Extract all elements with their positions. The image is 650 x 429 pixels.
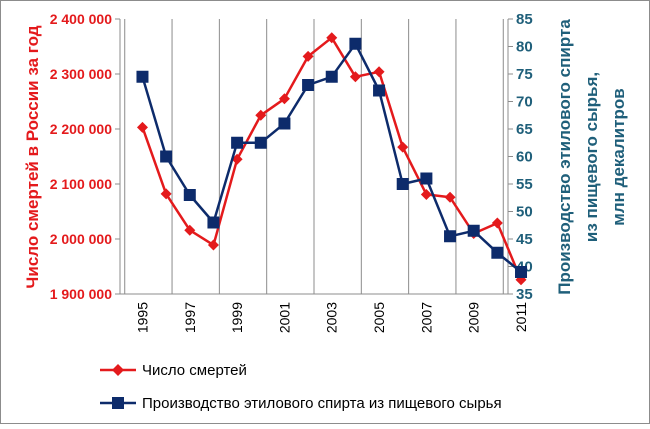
y-right-tick-label: 45 xyxy=(516,231,533,248)
y-left-tick-label: 2 000 000 xyxy=(50,231,112,247)
legend-alcohol-label: Производство этилового спирта из пищевог… xyxy=(142,395,502,412)
data-point-deaths xyxy=(231,153,243,165)
data-point-deaths xyxy=(444,191,456,203)
data-point-alcohol xyxy=(467,224,480,237)
data-point-deaths xyxy=(373,66,385,78)
legend-deaths-label: Число смертей xyxy=(142,362,247,379)
data-point-alcohol xyxy=(207,216,220,229)
data-point-alcohol xyxy=(136,70,149,83)
y-left-tick-label: 2 400 000 xyxy=(50,11,112,27)
x-tick-label: 1997 xyxy=(182,302,198,333)
y-right-tick-label: 85 xyxy=(516,11,533,28)
data-point-alcohol xyxy=(396,178,409,190)
data-point-deaths xyxy=(184,224,196,236)
x-tick-label: 2007 xyxy=(418,302,434,333)
y-right-tick-label: 75 xyxy=(516,66,533,83)
y-right-tick-label: 65 xyxy=(516,121,533,138)
axis-layer: 1 900 000 2 000 000 2 100 000 2 200 000 2 30… xyxy=(50,11,533,333)
data-point-alcohol xyxy=(420,172,433,185)
y-right-tick-label: 50 xyxy=(516,204,533,221)
label-layer: Число смертей в России за год Производст… xyxy=(23,19,628,295)
x-tick-label: 1999 xyxy=(229,302,245,333)
data-point-alcohol xyxy=(278,117,291,130)
data-point-deaths xyxy=(397,141,409,153)
data-point-alcohol xyxy=(254,136,267,149)
y-right-tick-label: 70 xyxy=(516,94,533,111)
data-point-deaths xyxy=(349,71,361,83)
data-point-deaths xyxy=(255,109,267,121)
y-left-tick-label: 2 300 000 xyxy=(50,66,112,82)
data-point-alcohol xyxy=(302,79,315,91)
y-right-tick-label: 80 xyxy=(516,39,533,56)
data-point-alcohol xyxy=(491,246,504,259)
y-right-tick-label: 35 xyxy=(516,286,533,303)
data-point-deaths xyxy=(278,93,290,105)
grid-layer xyxy=(124,19,504,294)
data-point-alcohol xyxy=(515,266,528,278)
y-left-tick-label: 2 100 000 xyxy=(50,176,112,192)
data-point-deaths xyxy=(160,188,172,200)
data-point-alcohol xyxy=(183,189,196,201)
x-tick-label: 2003 xyxy=(324,302,340,333)
data-point-deaths xyxy=(136,121,148,133)
y-right-tick-label: 55 xyxy=(516,176,533,193)
data-point-alcohol xyxy=(231,136,244,149)
legend-deaths-marker xyxy=(112,364,124,376)
data-point-alcohol xyxy=(444,230,457,243)
y-axis-left-label: Число смертей в России за год xyxy=(23,25,42,288)
data-point-deaths xyxy=(420,188,432,200)
x-tick-label: 2001 xyxy=(276,302,292,333)
data-point-deaths xyxy=(326,32,338,44)
legend: Число смертей Производство этилового спи… xyxy=(100,362,502,412)
y-axis-right-label-line2: из пищевого сырья, xyxy=(582,72,601,242)
data-point-deaths xyxy=(207,239,219,251)
data-point-alcohol xyxy=(349,37,362,50)
y-right-tick-label: 60 xyxy=(516,149,533,166)
data-point-alcohol xyxy=(373,84,386,97)
legend-alcohol-marker xyxy=(112,397,124,409)
x-tick-label: 2011 xyxy=(513,302,529,332)
x-tick-label: 2005 xyxy=(371,302,387,333)
series-layer xyxy=(136,32,528,286)
y-left-tick-label: 1 900 000 xyxy=(50,286,112,302)
y-axis-right-label-line1: Производство этилового спирта xyxy=(555,19,574,295)
data-point-alcohol xyxy=(325,70,338,83)
y-axis-right-label-line3: млн декалитров xyxy=(609,88,628,225)
x-tick-label: 2009 xyxy=(466,302,482,333)
data-point-alcohol xyxy=(160,150,173,163)
data-point-deaths xyxy=(491,217,503,229)
x-tick-label: 1995 xyxy=(134,302,150,333)
y-left-tick-label: 2 200 000 xyxy=(50,121,112,137)
data-point-deaths xyxy=(302,50,314,62)
